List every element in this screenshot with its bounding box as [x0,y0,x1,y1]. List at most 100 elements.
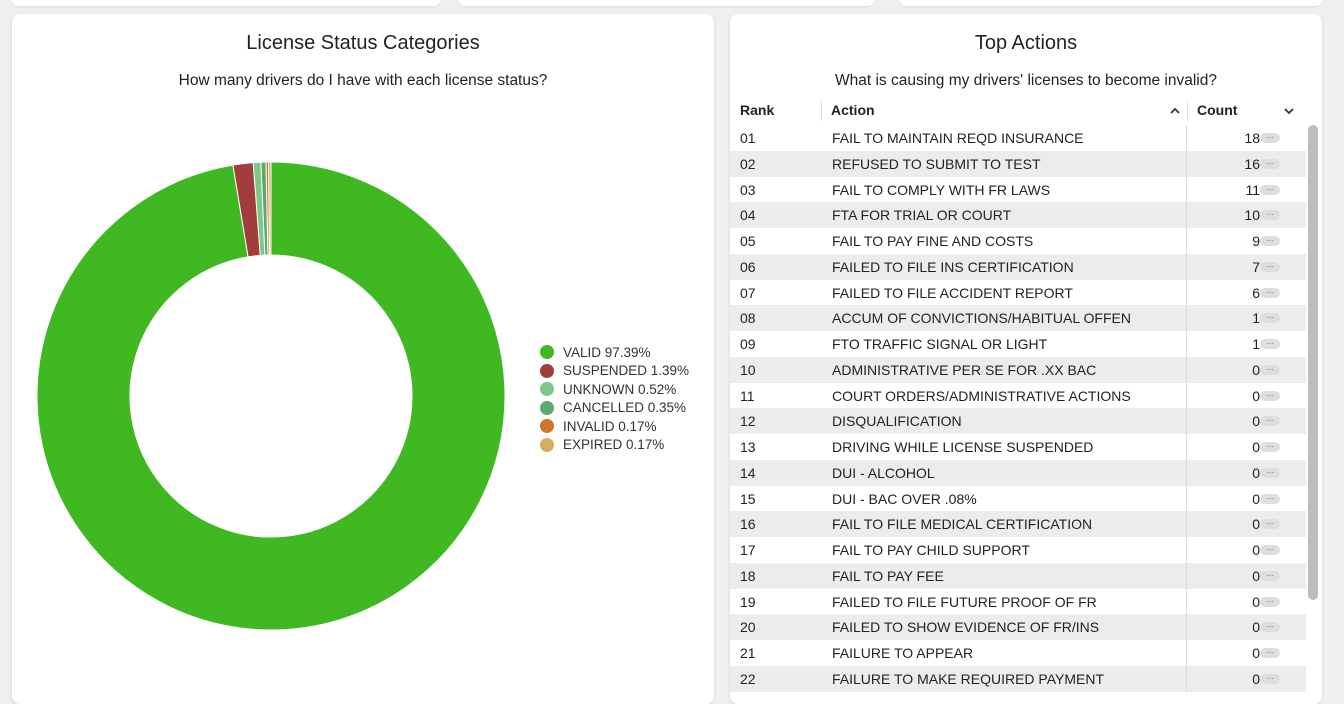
column-header-count[interactable]: Count [1197,102,1238,118]
legend-item[interactable]: INVALID 0.17% [540,417,689,436]
more-icon[interactable]: ··· [1260,673,1280,684]
column-divider [1186,202,1187,228]
donut-slice-valid[interactable] [36,161,506,631]
column-divider [1186,511,1187,537]
table-row[interactable]: 01 FAIL TO MAINTAIN REQD INSURANCE 18 ··· [730,125,1306,151]
table-row[interactable]: 18 FAIL TO PAY FEE 0 ··· [730,562,1306,589]
action-cell: FAIL TO PAY CHILD SUPPORT [832,542,1030,558]
column-divider[interactable] [821,101,822,121]
column-divider [1186,331,1187,357]
action-cell: FAIL TO MAINTAIN REQD INSURANCE [832,130,1084,146]
rank-cell: 02 [740,155,756,172]
more-icon[interactable]: ··· [1260,339,1280,349]
table-row[interactable]: 03 FAIL TO COMPLY WITH FR LAWS 11 ··· [730,176,1306,203]
more-icon[interactable]: ··· [1260,596,1280,607]
table-row[interactable]: 21 FAILURE TO APPEAR 0 ··· [730,640,1306,666]
count-cell: 0 [1252,490,1260,507]
table-row[interactable]: 22 FAILURE TO MAKE REQUIRED PAYMENT 0 ··· [730,665,1306,692]
column-header-rank[interactable]: Rank [740,102,775,118]
count-cell: 0 [1252,361,1260,378]
chevron-down-icon[interactable] [1282,104,1296,118]
more-icon[interactable]: ··· [1260,287,1280,298]
table-row[interactable]: 02 REFUSED TO SUBMIT TO TEST 16 ··· [730,150,1306,177]
rank-cell: 19 [740,593,756,610]
more-icon[interactable]: ··· [1260,622,1280,633]
legend-label: VALID 97.39% [563,344,651,360]
rank-cell: 01 [740,130,756,146]
legend-label: INVALID 0.17% [563,418,657,434]
column-divider [1186,279,1187,306]
count-cell: 1 [1252,310,1260,327]
legend-swatch [540,363,554,378]
rank-cell: 11 [740,387,755,404]
table-row[interactable]: 16 FAIL TO FILE MEDICAL CERTIFICATION 0 ··· [730,511,1306,537]
table-row[interactable]: 09 FTO TRAFFIC SIGNAL OR LIGHT 1 ··· [730,331,1306,357]
table-row[interactable]: 17 FAIL TO PAY CHILD SUPPORT 0 ··· [730,537,1306,563]
action-cell: FAIL TO FILE MEDICAL CERTIFICATION [832,516,1093,533]
more-icon[interactable]: ··· [1260,261,1280,272]
legend-swatch [540,400,554,415]
action-cell: FAILURE TO APPEAR [832,645,974,661]
chart-subtitle: How many drivers do I have with each lic… [178,72,548,89]
more-icon[interactable]: ··· [1260,467,1280,478]
column-divider [1186,537,1187,563]
more-icon[interactable]: ··· [1260,519,1280,530]
rank-cell: 14 [740,464,756,481]
table-row[interactable]: 06 FAILED TO FILE INS CERTIFICATION 7 ··· [730,253,1306,280]
legend-item[interactable]: SUSPENDED 1.39% [540,362,689,381]
table-scrollbar[interactable] [1308,125,1318,600]
action-cell: DRIVING WHILE LICENSE SUSPENDED [832,439,1094,455]
count-cell: 18 [1244,130,1260,146]
table-row[interactable]: 04 FTA FOR TRIAL OR COURT 10 ··· [730,202,1306,228]
table-row[interactable]: 08 ACCUM OF CONVICTIONS/HABITUAL OFFEN 1 ··… [730,305,1306,331]
table-subtitle: What is causing my drivers' licenses to … [834,72,1217,89]
column-divider[interactable] [1187,101,1188,121]
more-icon[interactable]: ··· [1260,158,1280,169]
action-cell: FAIL TO COMPLY WITH FR LAWS [832,181,1051,198]
legend-item[interactable]: CANCELLED 0.35% [540,399,689,418]
table-row[interactable]: 07 FAILED TO FILE ACCIDENT REPORT 6 ··· [730,279,1306,306]
table-row[interactable]: 14 DUI - ALCOHOL 0 ··· [730,459,1306,486]
table-row[interactable]: 12 DISQUALIFICATION 0 ··· [730,408,1306,434]
count-cell: 0 [1252,542,1260,558]
table-row[interactable]: 13 DRIVING WHILE LICENSE SUSPENDED 0 ··· [730,434,1306,460]
legend-label: UNKNOWN 0.52% [563,381,677,397]
column-divider [1186,382,1187,409]
more-icon[interactable]: ··· [1260,236,1280,246]
more-icon[interactable]: ··· [1260,364,1280,375]
table-row[interactable]: 10 ADMINISTRATIVE PER SE FOR .XX BAC 0 ··· [730,356,1306,383]
more-icon[interactable]: ··· [1260,313,1280,324]
table-row[interactable]: 19 FAILED TO FILE FUTURE PROOF OF FR 0 ··· [730,588,1306,615]
rank-cell: 21 [740,645,756,661]
table-row[interactable]: 05 FAIL TO PAY FINE AND COSTS 9 ··· [730,228,1306,254]
action-cell: FAILURE TO MAKE REQUIRED PAYMENT [832,670,1105,687]
more-icon[interactable]: ··· [1260,545,1280,555]
more-icon[interactable]: ··· [1260,184,1280,195]
rank-cell: 07 [740,284,756,301]
more-icon[interactable]: ··· [1260,442,1280,452]
more-icon[interactable]: ··· [1260,570,1280,581]
chevron-up-icon[interactable] [1168,104,1182,118]
table-row[interactable]: 11 COURT ORDERS/ADMINISTRATIVE ACTIONS 0 ··… [730,382,1306,409]
more-icon[interactable]: ··· [1260,390,1280,401]
chart-title: License Status Categories [246,32,480,54]
table-row[interactable]: 20 FAILED TO SHOW EVIDENCE OF FR/INS 0 ··· [730,614,1306,640]
more-icon[interactable]: ··· [1260,493,1280,504]
table-row[interactable]: 15 DUI - BAC OVER .08% 0 ··· [730,485,1306,512]
action-cell: FTO TRAFFIC SIGNAL OR LIGHT [832,336,1048,352]
legend-item[interactable]: VALID 97.39% [540,343,689,362]
column-divider [1186,125,1187,151]
top-actions-card: Top Actions What is causing my drivers' … [730,14,1322,704]
column-header-action[interactable]: Action [831,102,875,118]
more-icon[interactable]: ··· [1260,648,1280,658]
legend-item[interactable]: UNKNOWN 0.52% [540,380,689,399]
chart-legend: VALID 97.39% SUSPENDED 1.39% UNKNOWN 0.52%… [540,343,689,454]
count-cell: 0 [1252,516,1260,533]
legend-label: EXPIRED 0.17% [563,437,665,453]
top-card-strip [458,0,874,6]
more-icon[interactable]: ··· [1260,210,1280,221]
donut-slice-expired[interactable] [267,161,272,256]
more-icon[interactable]: ··· [1260,133,1280,143]
legend-item[interactable]: EXPIRED 0.17% [540,436,689,455]
more-icon[interactable]: ··· [1260,416,1280,427]
